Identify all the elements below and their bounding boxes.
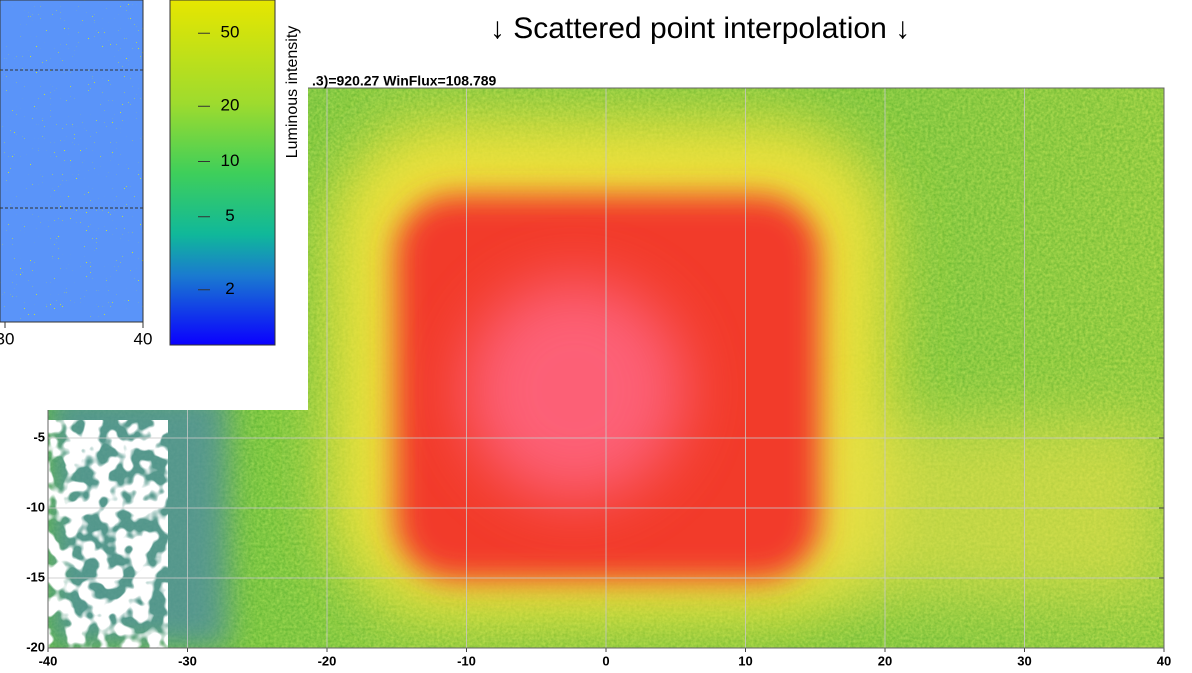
chart-title: ↓ Scattered point interpolation ↓	[490, 12, 910, 45]
header-text: .3)=920.27 WinFlux=108.789	[312, 73, 497, 89]
x-tick-label: 40	[134, 329, 153, 348]
x-tick-label: 30	[0, 329, 14, 348]
x-tick-label: -10	[457, 653, 476, 668]
colorbar-tick-label: 2	[225, 279, 234, 298]
y-tick-label: -20	[26, 639, 45, 654]
colorbar-tick-label: 50	[221, 23, 240, 42]
colorbar-tick-label: 5	[225, 206, 234, 225]
colorbar-label: Luminous intensity	[284, 26, 301, 159]
x-tick-label: -20	[318, 653, 337, 668]
x-tick-label: -30	[178, 653, 197, 668]
colorbar-tick-label: 20	[221, 96, 240, 115]
x-tick-label: -40	[39, 653, 58, 668]
colorbar-tick-label: 10	[221, 151, 240, 170]
y-tick-label: -15	[26, 569, 45, 584]
x-tick-label: 10	[738, 653, 752, 668]
x-tick-label: 40	[1157, 653, 1171, 668]
y-tick-label: -10	[26, 499, 45, 514]
y-tick-label: -5	[33, 429, 45, 444]
x-tick-label: 30	[1017, 653, 1031, 668]
x-tick-label: 0	[602, 653, 609, 668]
colorbar	[169, 0, 276, 346]
x-tick-label: 20	[878, 653, 892, 668]
inset: Luminous intensity	[0, 0, 308, 410]
